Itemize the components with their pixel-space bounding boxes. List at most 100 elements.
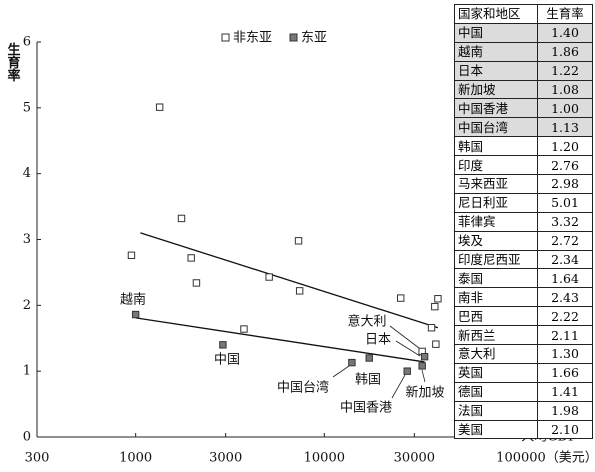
table-row: 日本 1.22 (454, 60, 593, 81)
table-row: 新西兰 2.11 (454, 325, 593, 346)
point (295, 287, 304, 295)
legend-swatch (221, 33, 230, 42)
table-row: 巴西 2.22 (454, 306, 593, 327)
table-row: 马来西亚 2.98 (454, 174, 593, 194)
point (127, 251, 136, 260)
point (365, 354, 373, 362)
table-cell: 1.13 (537, 117, 593, 138)
table-cell: 2.98 (537, 174, 593, 194)
point (434, 295, 442, 303)
table-cell: 印度尼西亚 (454, 249, 538, 270)
leader-line (395, 340, 421, 357)
table-row: 法国 1.98 (454, 400, 593, 421)
table-cell: 南非 (454, 287, 538, 308)
table-row: 中国香港 1.00 (454, 98, 593, 119)
table-cell: 中国 (454, 22, 538, 43)
table-cell: 越南 (454, 41, 538, 62)
table-cell: 1.30 (537, 344, 593, 364)
point (131, 310, 140, 319)
data-table: 国家和地区 生育率 中国 1.40 越南 1.86 日本 1.22 新加坡 1.08 中国香港 1.0… (454, 4, 593, 440)
table-cell: 2.34 (537, 249, 593, 270)
table-cell: 2.11 (537, 325, 593, 346)
table-row: 中国 1.40 (454, 22, 593, 43)
table-row: 英国 1.66 (454, 362, 593, 383)
table-cell: 1.66 (537, 362, 593, 383)
point (403, 367, 411, 375)
table-row: 泰国 1.64 (454, 268, 593, 289)
annotation: 中国香港 (340, 401, 392, 416)
point (418, 362, 426, 370)
table-cell: 巴西 (454, 306, 538, 327)
y-tick-label: 0 (23, 430, 31, 445)
table-cell: 2.76 (537, 155, 593, 176)
point (432, 340, 440, 348)
point (240, 325, 248, 333)
table-cell: 2.72 (537, 230, 593, 251)
annotation: 日本 (365, 333, 391, 348)
table-row: 印度尼西亚 2.34 (454, 249, 593, 270)
table-row: 尼日利亚 5.01 (454, 192, 593, 213)
point (219, 341, 227, 349)
table-row: 美国 2.10 (454, 419, 593, 440)
table-cell: 1.41 (537, 381, 593, 402)
table-header-row: 国家和地区 生育率 (454, 4, 593, 24)
table-row: 德国 1.41 (454, 381, 593, 402)
table-row: 韩国 1.20 (454, 136, 593, 157)
leader-line (389, 325, 420, 349)
y-tick-label: 2 (23, 298, 31, 313)
table-cell: 1.22 (537, 60, 593, 81)
table-cell: 菲律宾 (454, 211, 538, 232)
table-row: 印度 2.76 (454, 155, 593, 176)
table-cell: 2.43 (537, 287, 593, 308)
annotation: 新加坡 (405, 385, 444, 401)
table-cell: 1.00 (537, 98, 593, 119)
table-cell: 埃及 (454, 230, 538, 251)
point (192, 279, 201, 287)
point (265, 273, 273, 281)
table-row: 南非 2.43 (454, 287, 593, 308)
table-cell: 中国台湾 (454, 117, 538, 138)
table-cell: 1.98 (537, 400, 593, 421)
leader-line (391, 374, 406, 399)
header-cell: 生育率 (537, 4, 593, 24)
legend-label: 东亚 (301, 31, 327, 46)
point (177, 214, 186, 223)
annotation: 中国台湾 (277, 380, 329, 396)
point (431, 302, 439, 311)
y-tick-label: 1 (23, 364, 31, 379)
table-row: 菲律宾 3.32 (454, 211, 593, 232)
header-cell: 国家和地区 (454, 4, 538, 24)
table-cell: 韩国 (454, 136, 538, 157)
table-row: 越南 1.86 (454, 41, 593, 62)
x-tick-label: 30000 (394, 451, 435, 466)
table-row: 意大利 1.30 (454, 344, 593, 364)
annotation: 越南 (120, 292, 146, 308)
x-tick-label: 100000（美元） (496, 451, 595, 466)
table-cell: 德国 (454, 381, 538, 402)
table-cell: 意大利 (454, 344, 538, 364)
trend-line (140, 232, 439, 329)
legend-swatch (289, 33, 298, 42)
annotation: 意大利 (347, 314, 386, 330)
table-cell: 法国 (454, 400, 538, 421)
y-tick-label: 5 (23, 100, 31, 115)
point (397, 294, 405, 302)
table-cell: 英国 (454, 362, 538, 383)
y-axis-label: 生育率 (5, 42, 21, 83)
table-cell: 5.01 (537, 192, 593, 213)
leader-line (332, 365, 350, 378)
x-tick-label: 1000 (119, 451, 152, 466)
table-cell: 1.86 (537, 41, 593, 62)
table-cell: 美国 (454, 419, 538, 440)
table-cell: 尼日利亚 (454, 192, 538, 213)
trend-line (135, 317, 425, 363)
table-cell: 新西兰 (454, 325, 538, 346)
leader-line (421, 369, 426, 383)
y-tick-label: 4 (23, 166, 31, 181)
table-row: 埃及 2.72 (454, 230, 593, 251)
table-cell: 印度 (454, 155, 538, 176)
table-cell: 1.64 (537, 268, 593, 289)
table-cell: 2.22 (537, 306, 593, 327)
